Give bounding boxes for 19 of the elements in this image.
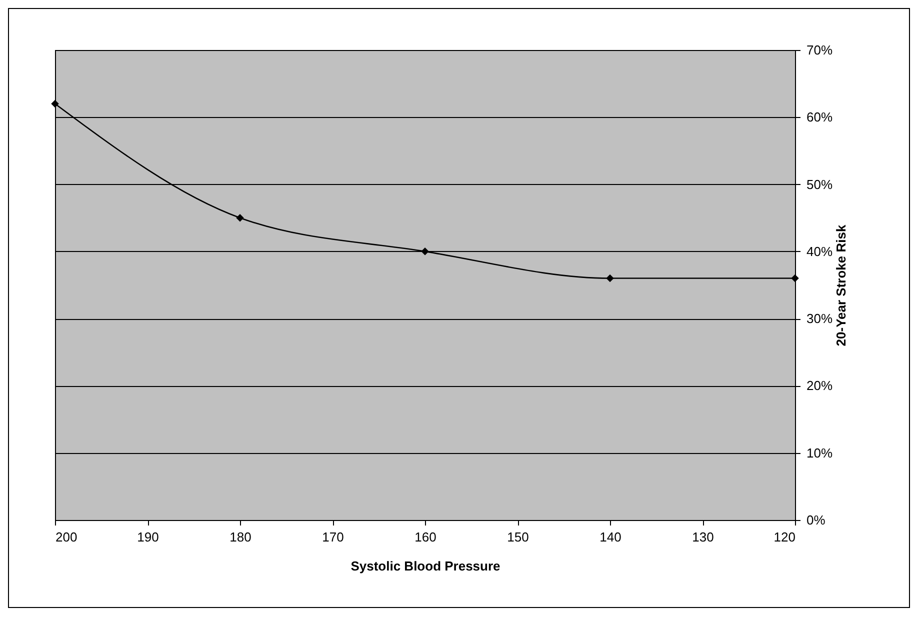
y-tick-label: 30%: [806, 311, 833, 326]
x-tick-label: 150: [507, 530, 529, 544]
y-tick-label: 70%: [806, 42, 833, 58]
y-tick-label: 10%: [806, 445, 833, 460]
x-tick-label: 140: [600, 530, 622, 544]
x-tick-label: 200: [56, 530, 78, 544]
x-tick-label: 180: [230, 530, 252, 544]
x-tick-label: 170: [322, 530, 344, 544]
x-tick-label: 160: [414, 530, 436, 544]
x-tick-label: 190: [137, 530, 159, 544]
x-tick-label: 120: [774, 530, 796, 544]
y-tick-label: 0%: [806, 512, 826, 528]
x-axis-title: Systolic Blood Pressure: [350, 558, 500, 574]
x-tick-label: 130: [692, 530, 714, 544]
y-tick-label: 20%: [806, 378, 833, 394]
y-tick-label: 40%: [806, 244, 833, 259]
y-axis-title: 20-Year Stroke Risk: [834, 224, 849, 346]
y-tick-label: 50%: [806, 176, 833, 192]
y-tick-label: 60%: [806, 110, 833, 125]
